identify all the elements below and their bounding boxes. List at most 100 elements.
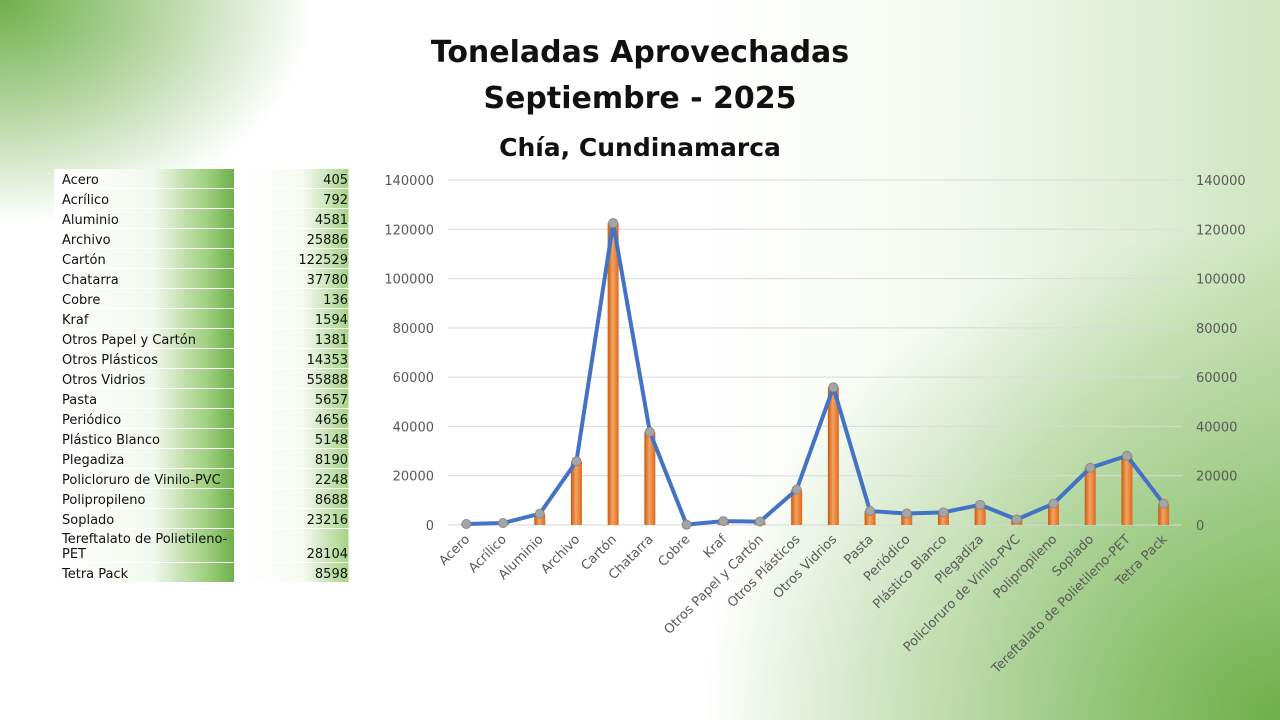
table-cell-name: Cobre: [54, 288, 235, 309]
bar: [791, 489, 803, 525]
table-cell-name: Acrílico: [54, 188, 235, 209]
table-row: Archivo 25886: [54, 228, 349, 249]
point: [534, 508, 545, 519]
point: [461, 519, 472, 530]
table-cell-name: Kraf: [54, 308, 235, 329]
point: [938, 507, 949, 518]
x-tick-label: Kraf: [701, 532, 731, 562]
table-cell-value: 37780: [233, 268, 349, 289]
table-cell-value: 5148: [233, 428, 349, 449]
table-cell-value: 25886: [233, 228, 349, 249]
point: [1085, 462, 1096, 473]
x-tick-label: Otros Vidrios: [771, 532, 841, 602]
table-cell-value: 1594: [233, 308, 349, 329]
table-row: Cartón 122529: [54, 248, 349, 269]
point: [608, 218, 619, 229]
table-cell-name: Tetra Pack: [54, 562, 235, 583]
y-tick-left: 140000: [384, 174, 434, 189]
point: [1158, 498, 1169, 509]
point: [828, 382, 839, 393]
table-row: Acero 405: [54, 169, 349, 189]
bar: [864, 511, 876, 525]
table-cell-value: 122529: [233, 248, 349, 269]
table-cell-name: Archivo: [54, 228, 235, 249]
y-tick-right: 40000: [1196, 420, 1237, 435]
point: [644, 426, 655, 437]
bar: [534, 513, 546, 525]
table-row: Aluminio 4581: [54, 208, 349, 229]
point: [791, 484, 802, 495]
table-cell-value: 8598: [233, 562, 349, 583]
table-cell-name: Polipropileno: [54, 488, 235, 509]
point: [571, 456, 582, 467]
title-line-3: Chía, Cundinamarca: [499, 133, 781, 162]
table-cell-name: Periódico: [54, 408, 235, 429]
y-tick-left: 20000: [393, 470, 434, 485]
y-tick-right: 80000: [1196, 322, 1237, 337]
chart-title: Toneladas Aprovechadas Septiembre - 2025…: [0, 30, 1280, 168]
x-tick-label: Archivo: [538, 532, 583, 577]
table-cell-name: Plástico Blanco: [54, 428, 235, 449]
table-row: Tetra Pack 8598: [54, 562, 349, 583]
y-tick-left: 60000: [393, 371, 434, 386]
table-row: Chatarra 37780: [54, 268, 349, 289]
table-cell-value: 14353: [233, 348, 349, 369]
table-row: Otros Vidrios 55888: [54, 368, 349, 389]
table-cell-value: 4656: [233, 408, 349, 429]
point: [865, 506, 876, 517]
bar: [937, 512, 949, 525]
table-row: Acrílico 792: [54, 188, 349, 209]
y-tick-right: 100000: [1196, 273, 1246, 288]
table-row: Cobre 136: [54, 288, 349, 309]
table-row: Otros Papel y Cartón 1381: [54, 328, 349, 349]
bar: [570, 461, 582, 525]
y-tick-left: 40000: [393, 420, 434, 435]
title-line-1: Toneladas Aprovechadas: [430, 35, 850, 70]
table-cell-value: 8688: [233, 488, 349, 509]
table-cell-name: Otros Papel y Cartón: [54, 328, 235, 349]
table-cell-value: 136: [233, 288, 349, 309]
table-row: Pasta 5657: [54, 388, 349, 409]
y-tick-right: 20000: [1196, 470, 1237, 485]
y-tick-right: 0: [1196, 519, 1204, 534]
table-cell-name: Cartón: [54, 248, 235, 269]
data-table: Acero 405 Acrílico 792 Aluminio 4581 Archivo 25…: [54, 169, 349, 583]
point: [1011, 514, 1022, 525]
table-cell-value: 792: [233, 188, 349, 209]
table-row: Periódico 4656: [54, 408, 349, 429]
title-line-2: Septiembre - 2025: [483, 81, 797, 116]
point: [681, 519, 692, 530]
point: [754, 516, 765, 527]
table-cell-value: 2248: [233, 468, 349, 489]
y-tick-left: 120000: [384, 223, 434, 238]
table-row: Soplado 23216: [54, 508, 349, 529]
table-cell-value: 405: [233, 169, 349, 189]
table-cell-name: Otros Vidrios: [54, 368, 235, 389]
table-cell-value: 28104: [233, 528, 349, 563]
point: [498, 518, 509, 529]
bar: [1121, 455, 1133, 525]
bar: [901, 513, 913, 525]
point: [1048, 498, 1059, 509]
table-row: Plástico Blanco 5148: [54, 428, 349, 449]
series-line: [466, 221, 1166, 527]
point: [901, 508, 912, 519]
table-row: Otros Plásticos 14353: [54, 348, 349, 369]
table-cell-value: 23216: [233, 508, 349, 529]
table-cell-name: Acero: [54, 169, 235, 189]
bar: [1084, 467, 1096, 525]
y-tick-right: 60000: [1196, 371, 1237, 386]
x-tick-label: Polipropileno: [991, 532, 1061, 602]
table-cell-name: Pasta: [54, 388, 235, 409]
bar: [1048, 503, 1060, 525]
table-row: Plegadiza 8190: [54, 448, 349, 469]
table-row: Polipropileno 8688: [54, 488, 349, 509]
bar: [827, 387, 839, 525]
x-tick-label: Cobre: [656, 532, 694, 570]
y-tick-left: 0: [426, 519, 434, 534]
table-cell-name: Otros Plásticos: [54, 348, 235, 369]
table-cell-value: 5657: [233, 388, 349, 409]
table-cell-name: Chatarra: [54, 268, 235, 289]
table-row: Kraf 1594: [54, 308, 349, 329]
table-row: Tereftalato de Polietileno-PET 28104: [54, 528, 349, 563]
